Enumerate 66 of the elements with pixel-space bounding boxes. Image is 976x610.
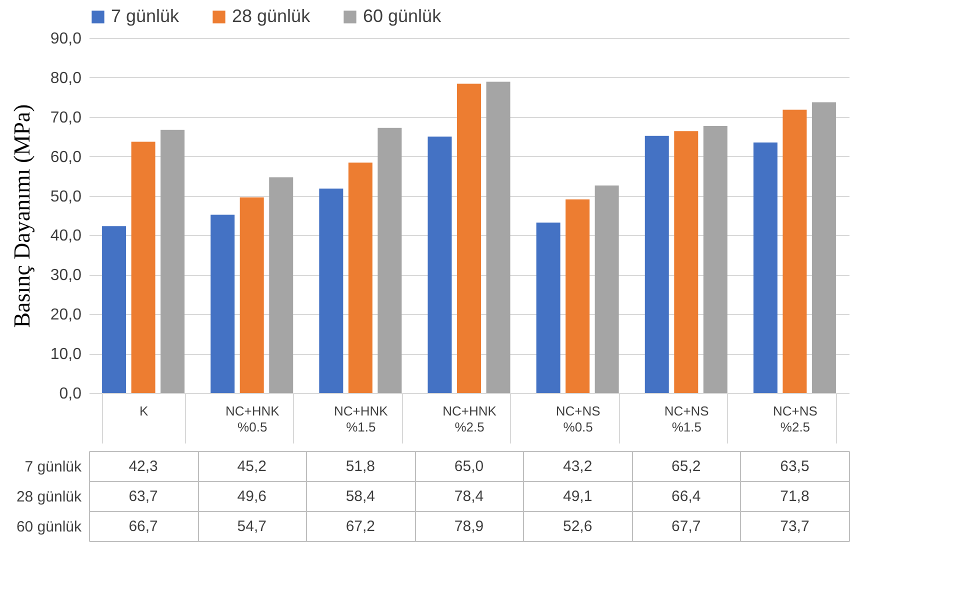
x-tick-label: K xyxy=(139,404,148,418)
data-label: 66,7 xyxy=(128,518,158,535)
bar xyxy=(269,177,294,393)
x-tick-label: NC+HNK %0.5 xyxy=(225,404,280,434)
y-tick-label: 90,0 xyxy=(50,30,82,48)
text: 60 günlük xyxy=(16,518,82,536)
y-tick-label: 60,0 xyxy=(50,148,82,166)
legend-label: 28 günlük xyxy=(232,6,312,26)
bar xyxy=(131,142,156,393)
data-label: 78,4 xyxy=(454,488,484,505)
bar xyxy=(319,188,344,393)
data-label: 52,6 xyxy=(562,518,592,535)
bar xyxy=(594,186,619,393)
y-tick-label: 50,0 xyxy=(50,188,82,206)
y-axis-title: Basınç Dayanımı (MPa) xyxy=(9,104,34,328)
bar xyxy=(428,136,452,393)
bar xyxy=(566,199,590,393)
y-tick-label: 0,0 xyxy=(59,386,82,402)
text: 7 günlük xyxy=(24,458,82,476)
bar xyxy=(457,84,481,393)
bar xyxy=(782,110,807,393)
data-label: 78,9 xyxy=(454,518,484,535)
bar xyxy=(210,214,235,393)
data-label: 54,7 xyxy=(237,518,266,535)
data-label: 71,8 xyxy=(780,488,810,505)
data-label: 63,7 xyxy=(128,488,158,505)
data-label: 67,2 xyxy=(346,518,376,535)
data-label: 51,8 xyxy=(346,458,376,475)
bar xyxy=(812,102,836,393)
bar xyxy=(753,142,778,393)
data-label: 65,0 xyxy=(454,458,484,475)
data-label: 49,1 xyxy=(562,488,592,505)
bar xyxy=(674,131,698,393)
bar xyxy=(348,162,372,393)
x-tick-label: NC+NS %2.5 xyxy=(772,404,818,434)
bar xyxy=(486,82,510,393)
bar xyxy=(240,197,264,393)
data-label: 49,6 xyxy=(237,488,266,505)
bar xyxy=(644,136,669,393)
bar xyxy=(536,222,560,393)
data-label: 73,7 xyxy=(780,518,810,535)
data-label: 67,7 xyxy=(672,518,701,535)
x-tick-label: NC+NS %0.5 xyxy=(556,404,601,434)
legend-label: 60 günlük xyxy=(363,6,442,26)
x-tick-label: NC+HNK %2.5 xyxy=(442,404,497,434)
data-label: 65,2 xyxy=(672,458,701,475)
data-label: 45,2 xyxy=(237,458,266,475)
data-label: 58,4 xyxy=(346,488,376,505)
y-tick-label: 20,0 xyxy=(50,306,82,324)
x-tick-label: NC+HNK %1.5 xyxy=(334,404,388,434)
data-label: 43,2 xyxy=(562,458,592,475)
y-tick-label: 10,0 xyxy=(50,346,82,364)
text: 28 günlük xyxy=(16,488,82,506)
y-tick-label: 40,0 xyxy=(50,228,82,245)
bar xyxy=(102,226,126,393)
legend-label: 7 günlük xyxy=(111,6,180,26)
bar xyxy=(160,130,185,393)
data-label: 66,4 xyxy=(672,488,701,505)
bar xyxy=(378,128,402,393)
data-label: 63,5 xyxy=(780,458,810,475)
x-tick-label: NC+NS %1.5 xyxy=(664,404,710,434)
data-label: 42,3 xyxy=(128,458,158,475)
y-tick-label: 30,0 xyxy=(50,267,82,284)
y-tick-label: 70,0 xyxy=(50,109,82,126)
bar xyxy=(703,126,728,393)
y-tick-label: 80,0 xyxy=(50,70,82,87)
